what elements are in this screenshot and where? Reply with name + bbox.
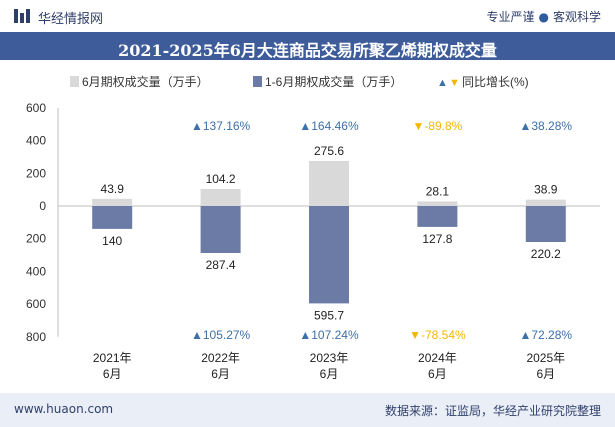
data-label-monthly: 275.6 <box>314 144 344 158</box>
growth-label-monthly: ▲164.46% <box>299 119 359 133</box>
x-tick-label-year: 2022年 <box>201 351 240 365</box>
logo-text: 华经情报网 <box>38 12 104 27</box>
legend-item-cumulative-label: 1-6月期权成交量（万手） <box>265 74 402 89</box>
x-tick-label-month: 6月 <box>536 367 555 381</box>
y-tick-label: 600 <box>26 101 46 115</box>
bar-monthly <box>309 160 349 206</box>
data-label-monthly: 38.9 <box>534 183 558 197</box>
y-tick-label: 200 <box>26 232 46 246</box>
x-tick-label-month: 6月 <box>103 367 122 381</box>
data-source: 数据来源：证监局，华经产业研究院整理 <box>384 404 601 418</box>
bar-monthly <box>200 188 241 206</box>
legend-item-monthly-label: 6月期权成交量（万手） <box>82 74 209 89</box>
y-tick-label: 800 <box>26 330 46 344</box>
top-bar: 华经情报网 专业严谨 ● 客观科学 <box>0 0 615 32</box>
growth-label-cumulative: ▼-78.54% <box>409 328 466 342</box>
chart: 6月期权成交量（万手） 1-6月期权成交量（万手） ▲ ▼ 同比增长(%) 600 400 2… <box>26 74 600 381</box>
title-bar: 2021-2025年6月大连商品交易所聚乙烯期权成交量 <box>0 32 615 60</box>
bar-monthly <box>417 201 458 206</box>
dot-icon: ● <box>538 10 549 24</box>
growth-label-monthly: ▲38.28% <box>520 119 573 133</box>
logo-icon <box>14 9 30 23</box>
data-label-cumulative: 140 <box>102 234 122 248</box>
x-tick-label-month: 6月 <box>211 367 230 381</box>
growth-label-monthly: ▼-89.8% <box>412 119 462 133</box>
growth-label-cumulative: ▲72.28% <box>520 328 573 342</box>
legend-item-cumulative-swatch <box>253 76 262 87</box>
growth-label-monthly: ▲137.16% <box>191 119 251 133</box>
y-tick-label: 400 <box>26 264 46 278</box>
y-tick-label: 600 <box>26 297 46 311</box>
legend-item-monthly-swatch <box>70 76 79 87</box>
bar-cumulative <box>525 206 566 243</box>
data-label-monthly: 104.2 <box>206 172 236 186</box>
bar-cumulative <box>309 206 349 304</box>
legend-down-triangle-icon: ▼ <box>449 77 460 89</box>
x-tick-label-year: 2025年 <box>526 351 565 365</box>
slogan: 专业严谨 ● 客观科学 <box>486 8 601 25</box>
website-link[interactable]: www.huaon.com <box>14 402 114 416</box>
legend-growth-label: 同比增长(%) <box>462 75 529 89</box>
footer: www.huaon.com 数据来源：证监局，华经产业研究院整理 <box>0 393 615 427</box>
data-label-monthly: 43.9 <box>101 182 125 196</box>
slogan-left: 专业严谨 <box>486 10 535 24</box>
bar-cumulative <box>92 206 133 229</box>
bar-cumulative <box>200 206 241 253</box>
x-tick-label-year: 2021年 <box>93 351 132 365</box>
bar-monthly <box>525 199 566 206</box>
legend-up-triangle-icon: ▲ <box>437 77 448 89</box>
x-tick-label-year: 2024年 <box>418 351 457 365</box>
data-label-cumulative: 595.7 <box>314 308 344 322</box>
bar-monthly <box>92 198 133 206</box>
y-tick-label: 400 <box>26 134 46 148</box>
y-tick-label: 0 <box>39 199 46 213</box>
growth-label-cumulative: ▲105.27% <box>191 328 251 342</box>
x-tick-label-month: 6月 <box>320 367 339 381</box>
data-label-cumulative: 220.2 <box>531 247 561 261</box>
slogan-right: 客观科学 <box>552 10 601 24</box>
bar-cumulative <box>417 206 458 227</box>
y-tick-label: 200 <box>26 166 46 180</box>
data-label-cumulative: 127.8 <box>422 232 452 246</box>
chart-title: 2021-2025年6月大连商品交易所聚乙烯期权成交量 <box>118 41 497 60</box>
growth-label-cumulative: ▲107.24% <box>299 328 359 342</box>
x-tick-label-month: 6月 <box>428 367 447 381</box>
data-label-monthly: 28.1 <box>426 184 450 198</box>
x-tick-label-year: 2023年 <box>310 351 349 365</box>
data-label-cumulative: 287.4 <box>206 258 236 272</box>
